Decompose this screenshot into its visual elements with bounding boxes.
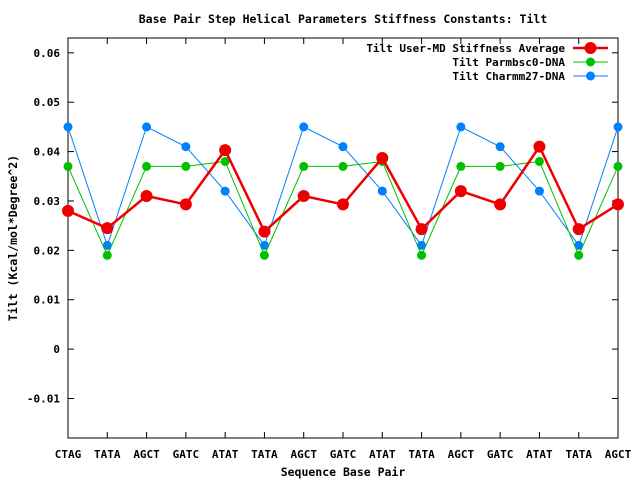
- legend-label: Tilt Charmm27-DNA: [452, 70, 565, 83]
- data-point: [219, 144, 232, 157]
- data-point: [494, 198, 507, 211]
- data-point: [574, 240, 584, 250]
- x-tick-label: TATA: [251, 448, 278, 461]
- y-tick-label: 0.02: [34, 244, 61, 257]
- x-tick-label: GATC: [330, 448, 357, 461]
- data-point: [101, 222, 114, 235]
- data-point: [220, 186, 230, 196]
- data-point: [338, 161, 348, 171]
- series-layer: [62, 122, 624, 260]
- data-point: [417, 240, 427, 250]
- data-point: [495, 161, 505, 171]
- x-tick-label: AGCT: [290, 448, 317, 461]
- data-point: [415, 223, 428, 236]
- series-1: [62, 140, 624, 238]
- data-point: [454, 185, 467, 198]
- data-point: [140, 190, 153, 203]
- data-point: [259, 250, 269, 260]
- data-point: [259, 240, 269, 250]
- y-tick-label: 0.05: [34, 96, 61, 109]
- data-point: [456, 122, 466, 132]
- y-tick-label: -0.01: [27, 392, 60, 405]
- data-point: [495, 142, 505, 152]
- x-axis: CTAG TATA AGCT GATC ATAT TATA AGCT GATC ATAT TATA…: [55, 38, 632, 461]
- data-point: [63, 122, 73, 132]
- data-point: [572, 223, 585, 236]
- plot-frame: [67, 37, 619, 439]
- data-point: [63, 161, 73, 171]
- data-point: [258, 225, 271, 238]
- data-point: [534, 186, 544, 196]
- x-tick-label: ATAT: [526, 448, 553, 461]
- series-2: [63, 156, 623, 260]
- x-tick-label: AGCT: [448, 448, 475, 461]
- legend-marker: [586, 57, 595, 67]
- legend-marker: [586, 71, 595, 81]
- data-point: [456, 161, 466, 171]
- x-tick-label: TATA: [408, 448, 435, 461]
- data-point: [102, 240, 112, 250]
- data-point: [613, 122, 623, 132]
- x-tick-label: ATAT: [369, 448, 396, 461]
- y-tick-label: 0: [53, 343, 60, 356]
- data-point: [62, 204, 74, 217]
- legend-marker: [584, 42, 597, 54]
- data-point: [142, 161, 152, 171]
- x-axis-label: Sequence Base Pair: [281, 465, 406, 479]
- data-point: [299, 161, 309, 171]
- y-tick-label: 0.04: [34, 146, 61, 159]
- data-point: [299, 122, 309, 132]
- data-point: [181, 142, 191, 152]
- data-point: [181, 161, 191, 171]
- data-point: [376, 152, 389, 164]
- y-tick-label: 0.01: [34, 294, 61, 307]
- x-tick-label: ATAT: [212, 448, 239, 461]
- x-tick-label: AGCT: [133, 448, 160, 461]
- data-point: [179, 198, 192, 211]
- data-point: [534, 156, 544, 166]
- series-3: [63, 122, 623, 250]
- data-point: [297, 190, 310, 203]
- x-tick-label: TATA: [565, 448, 592, 461]
- data-point: [338, 142, 348, 152]
- legend-label: Tilt Parmbsc0-DNA: [452, 56, 565, 69]
- legend-label: Tilt User-MD Stiffness Average: [366, 42, 565, 55]
- x-tick-label: GATC: [487, 448, 514, 461]
- data-point: [220, 156, 230, 166]
- y-tick-label: 0.06: [34, 47, 61, 60]
- data-point: [574, 250, 584, 260]
- chart-title: Base Pair Step Helical Parameters Stiffn…: [139, 12, 548, 26]
- data-point: [612, 198, 624, 211]
- y-axis-label: Tilt (Kcal/mol*Degree^2): [6, 155, 20, 321]
- data-point: [377, 186, 387, 196]
- data-point: [613, 161, 623, 171]
- y-axis: -0.01 0 0.01 0.02 0.03 0.04 0.05 0.06: [27, 47, 618, 405]
- x-tick-label: AGCT: [605, 448, 632, 461]
- x-tick-label: CTAG: [55, 448, 82, 461]
- x-tick-label: GATC: [173, 448, 200, 461]
- data-point: [102, 250, 112, 260]
- data-point: [533, 140, 546, 153]
- data-point: [417, 250, 427, 260]
- data-point: [337, 198, 349, 211]
- y-tick-label: 0.03: [34, 195, 61, 208]
- data-point: [142, 122, 152, 132]
- x-tick-label: TATA: [94, 448, 121, 461]
